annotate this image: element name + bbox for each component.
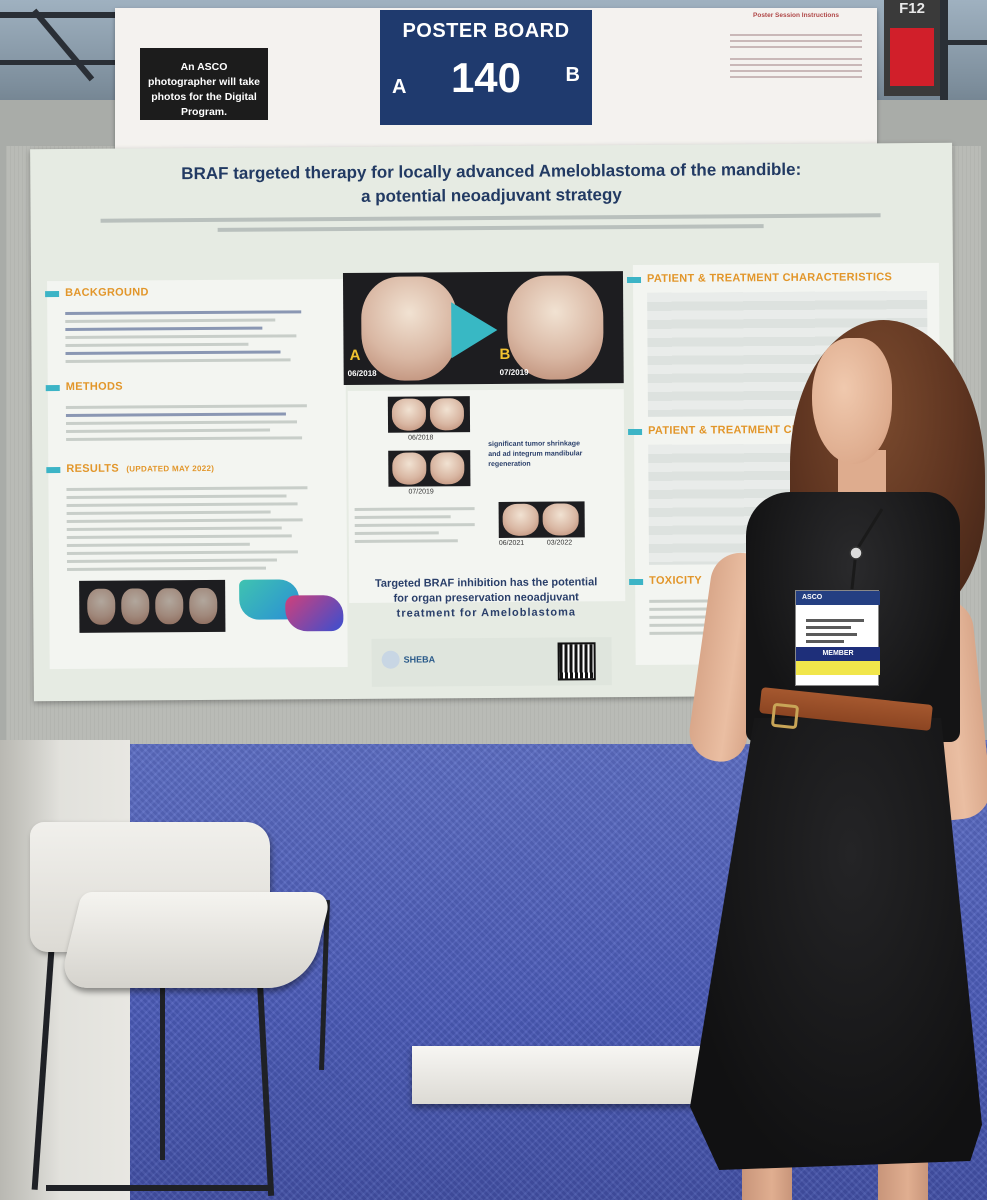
results-text — [66, 481, 329, 576]
ct-small-gh-date-left: 06/2021 — [498, 539, 525, 547]
photographer-notice: An ASCO photographer will take photos fo… — [140, 48, 268, 120]
poster-board-side-b: B — [565, 64, 580, 86]
truss-beam — [0, 60, 120, 65]
instructions-body — [722, 30, 870, 82]
conclusion-line2: for organ preservation neoadjuvant — [393, 591, 579, 605]
methods-heading: METHODS — [65, 380, 123, 393]
ct-small-ef-date: 07/2019 — [408, 488, 434, 496]
section-marker — [46, 467, 61, 474]
figure-caption-regeneration: and ad integrum mandibular regeneration — [488, 450, 583, 469]
poster-authors — [100, 207, 881, 242]
toxicity-heading: TOXICITY — [649, 574, 703, 587]
skull-ct-before — [360, 276, 458, 381]
session-instructions: Poster Session Instructions — [722, 12, 870, 92]
left-column: BACKGROUND METHODS RESULTS (UPDATED MAY … — [45, 279, 348, 670]
ct-small-ef — [388, 450, 471, 487]
ct-small-gh-date-right: 03/2022 — [546, 539, 573, 547]
chair-leg — [160, 980, 165, 1160]
figure-description — [354, 502, 475, 548]
institution-name: SHEBA — [403, 654, 436, 665]
poster-footer: SHEBA — [371, 637, 612, 687]
results-heading: RESULTS (UPDATED MAY 2022) — [66, 462, 214, 475]
truss-beam — [0, 12, 210, 18]
belt-buckle-icon — [770, 702, 800, 730]
section-marker — [626, 276, 642, 284]
badge-ribbon — [796, 661, 880, 675]
truss-beam — [31, 8, 95, 82]
section-marker — [628, 428, 643, 436]
lanyard-icon — [849, 508, 884, 590]
ct-comparison-large: A 06/2018 B 07/2019 — [342, 271, 624, 386]
presenter-face — [812, 338, 892, 464]
ct-small-cd — [387, 396, 471, 433]
badge-name-lines — [806, 615, 870, 647]
photographer-notice-text: An ASCO photographer will take photos fo… — [147, 61, 260, 118]
poster-board-side-a: A — [392, 76, 407, 98]
ct-label-b: B — [499, 345, 511, 363]
methods-text — [65, 399, 328, 446]
mandible-3d-model-colored — [285, 595, 344, 632]
instructions-title: Poster Session Instructions — [753, 12, 839, 19]
background-text — [65, 305, 327, 368]
hall-sign-label: F12 — [899, 0, 925, 17]
conclusion-line3: treatment for Ameloblastoma — [396, 606, 577, 620]
background-heading: BACKGROUND — [65, 286, 149, 299]
ct-small-gh — [498, 501, 585, 538]
patient-characteristics-heading: PATIENT & TREATMENT CHARACTERISTICS — [646, 271, 893, 285]
patient-treatment-heading: PATIENT & TREATMENT CHA — [648, 423, 809, 437]
ct-date-b: 07/2019 — [499, 367, 529, 377]
hall-sign-red-panel — [890, 28, 934, 86]
truss-beam — [940, 0, 948, 155]
badge-header: ASCO — [796, 591, 880, 605]
section-marker — [629, 578, 644, 586]
center-figure-panel: 06/2018 07/2019 06/2021 03/2022 signific… — [347, 389, 626, 604]
results-title: RESULTS — [66, 462, 119, 475]
ct-date-a: 06/2018 — [347, 368, 377, 379]
ct-label-a: A — [349, 346, 361, 364]
sheba-logo-icon — [381, 650, 400, 669]
qr-code-icon — [557, 642, 596, 681]
hall-sign: F12 — [884, 0, 940, 96]
poster-title: BRAF targeted therapy for locally advanc… — [70, 157, 912, 211]
poster-board-number: 140 — [450, 54, 522, 101]
badge-member-label: MEMBER — [796, 647, 880, 661]
truss-beam — [948, 40, 987, 45]
section-marker — [45, 291, 60, 298]
conclusion-statement: Targeted BRAF inhibition has the potenti… — [355, 575, 617, 622]
section-marker — [45, 385, 60, 392]
chair-base — [46, 1185, 271, 1191]
mri-image-strip — [79, 579, 226, 633]
progression-arrow-icon — [451, 301, 498, 359]
poster-board-title: POSTER BOARD — [402, 20, 570, 42]
results-tag: (UPDATED MAY 2022) — [126, 463, 215, 474]
ct-small-cd-date: 06/2018 — [408, 434, 434, 442]
poster-tube-box — [412, 1046, 718, 1104]
skull-ct-after — [506, 275, 604, 380]
conference-badge: ASCO MEMBER — [795, 590, 880, 686]
chair-seat — [58, 892, 332, 988]
poster-board-sign: POSTER BOARD 140 A B — [380, 10, 592, 125]
figure-caption: significant tumor shrinkage and ad integ… — [488, 439, 614, 470]
